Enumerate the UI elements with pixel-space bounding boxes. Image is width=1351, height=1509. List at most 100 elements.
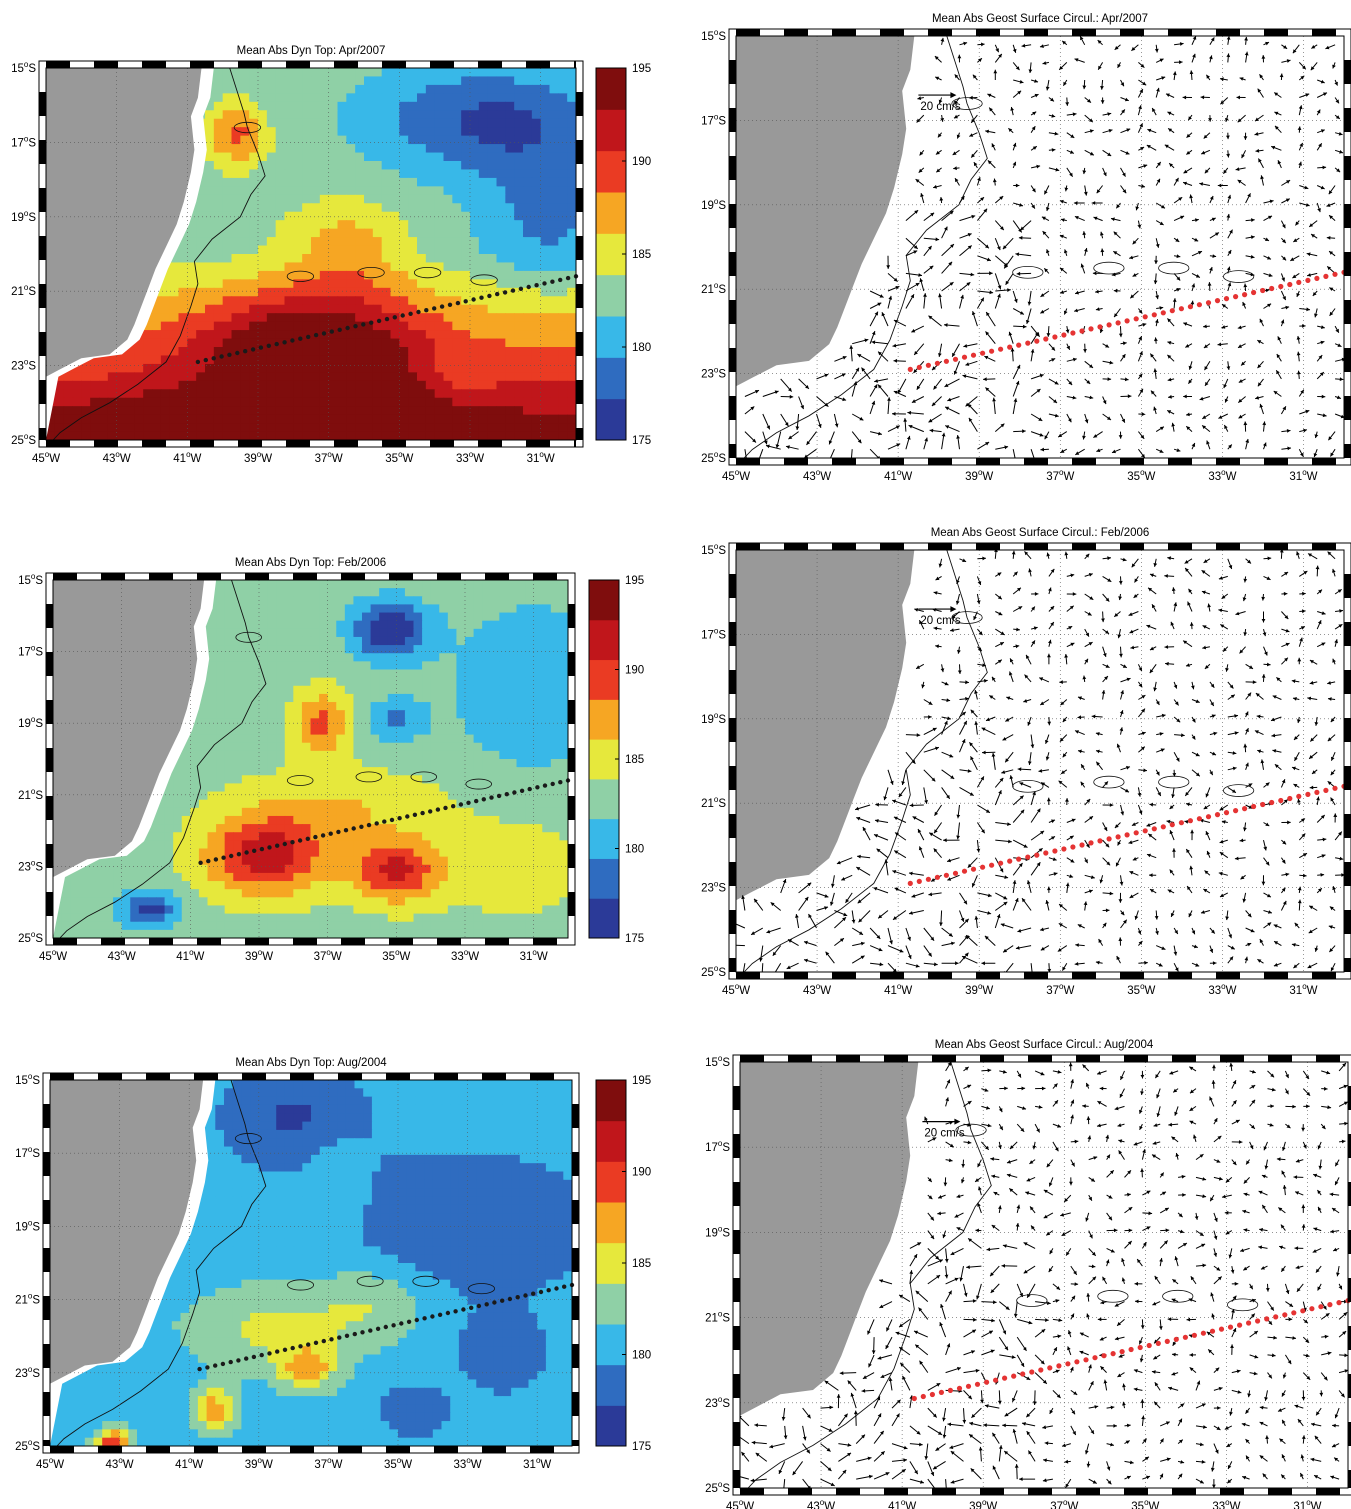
frame-segment	[39, 92, 46, 116]
section-dot	[251, 1354, 257, 1360]
current-arrowhead	[1232, 766, 1237, 771]
current-arrowhead	[1173, 684, 1178, 689]
current-arrowhead	[1302, 65, 1306, 70]
current-arrowhead	[1339, 609, 1343, 613]
current-arrowhead	[1000, 226, 1004, 231]
current-arrowhead	[1040, 44, 1044, 48]
current-arrowhead	[1242, 302, 1246, 306]
section-dot	[445, 1310, 451, 1316]
section-dot	[1246, 1320, 1252, 1326]
current-arrowhead	[1109, 803, 1114, 807]
current-arrowhead	[1047, 968, 1052, 972]
current-arrowhead	[963, 1292, 968, 1297]
frame-segment	[568, 700, 575, 724]
current-arrowhead	[1050, 622, 1054, 626]
frame-segment	[576, 428, 583, 440]
current-arrowhead	[887, 397, 891, 401]
current-arrowhead	[1189, 70, 1194, 75]
current-arrowhead	[986, 312, 990, 316]
isobath-line	[52, 68, 266, 440]
current-arrowhead	[892, 412, 896, 416]
current-arrowhead	[1318, 143, 1322, 148]
current-arrowhead	[1091, 714, 1096, 719]
current-arrowhead	[1241, 361, 1245, 366]
current-arrowhead	[974, 915, 979, 920]
current-arrowhead	[804, 940, 808, 945]
current-arrowhead	[983, 1423, 987, 1428]
current-arrow	[927, 1478, 936, 1488]
current-arrowhead	[1118, 580, 1123, 585]
current-arrowhead	[1204, 870, 1209, 875]
current-arrowhead	[1251, 1069, 1256, 1074]
section-dot	[542, 783, 548, 788]
current-arrowhead	[917, 96, 922, 101]
frame-segment	[568, 604, 575, 628]
section-dot	[1115, 320, 1121, 326]
current-arrowhead	[1330, 1475, 1335, 1480]
colorbar-swatch	[596, 109, 626, 152]
frame-segment	[242, 1073, 266, 1080]
current-arrowhead	[1281, 1474, 1285, 1479]
current-arrowhead	[989, 271, 993, 276]
current-arrowhead	[1016, 271, 1021, 276]
current-arrowhead	[880, 1451, 885, 1456]
y-tick-label: 23oS	[705, 1395, 730, 1410]
current-arrowhead	[911, 328, 916, 333]
current-arrowhead	[928, 418, 933, 423]
current-arrowhead	[1301, 1396, 1306, 1401]
current-arrowhead	[985, 244, 989, 249]
frame-segment	[197, 938, 221, 945]
current-arrowhead	[1128, 1207, 1133, 1211]
section-dot	[554, 1286, 559, 1291]
section-dot	[198, 860, 203, 865]
current-arrowhead	[935, 746, 939, 751]
current-arrowhead	[1114, 1303, 1119, 1307]
section-dot	[550, 279, 555, 284]
current-arrowhead	[1304, 1319, 1308, 1324]
current-arrowhead	[1238, 344, 1242, 348]
current-arrowhead	[1131, 563, 1136, 568]
current-arrowhead	[1161, 713, 1166, 718]
current-arrowhead	[1311, 45, 1316, 49]
section-dot	[400, 313, 405, 318]
current-arrowhead	[944, 1258, 949, 1263]
current-arrowhead	[1099, 1337, 1104, 1341]
current-arrowhead	[1083, 191, 1088, 196]
current-arrowhead	[1026, 1376, 1031, 1380]
current-arrowhead	[1260, 175, 1264, 180]
current-arrowhead	[1328, 697, 1332, 701]
current-arrowhead	[1215, 1449, 1219, 1454]
current-arrowhead	[1022, 1106, 1026, 1110]
current-arrowhead	[781, 1416, 786, 1421]
section-dot	[1020, 1371, 1026, 1377]
section-dot	[290, 338, 295, 343]
current-arrowhead	[1100, 100, 1105, 104]
current-arrowhead	[903, 1445, 908, 1450]
current-arrowhead	[946, 1079, 951, 1084]
current-arrowhead	[1317, 208, 1321, 213]
current-arrowhead	[1183, 322, 1188, 326]
frame-segment	[46, 440, 70, 447]
current-arrowhead	[1020, 226, 1025, 231]
current-arrowhead	[1343, 1101, 1348, 1106]
current-arrowhead	[1131, 46, 1136, 51]
current-arrowhead	[1142, 1242, 1147, 1247]
current-arrowhead	[1070, 1366, 1074, 1371]
section-dot	[1088, 840, 1094, 846]
current-arrowhead	[1100, 1300, 1105, 1305]
current-arrowhead	[1329, 906, 1334, 911]
current-arrowhead	[909, 1270, 914, 1274]
current-arrowhead	[1203, 324, 1207, 329]
current-arrowhead	[930, 1216, 934, 1221]
colorbar-swatch	[596, 1242, 626, 1284]
current-arrowhead	[1306, 307, 1310, 312]
current-arrowhead	[985, 387, 990, 392]
section-dot	[213, 1363, 218, 1368]
frame-segment	[1072, 458, 1096, 465]
current-arrowhead	[1015, 946, 1020, 950]
current-arrowhead	[1180, 1403, 1185, 1408]
section-dot	[1291, 1310, 1297, 1316]
current-arrowhead	[1159, 732, 1164, 736]
current-arrowhead	[1139, 123, 1143, 128]
current-arrowhead	[1154, 1275, 1159, 1280]
